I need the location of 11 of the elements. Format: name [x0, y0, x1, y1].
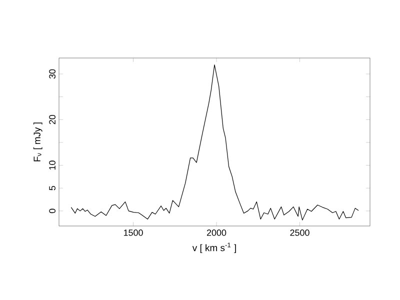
x-tick-label: 2000	[206, 230, 226, 236]
x-tick-label: 2500	[290, 230, 310, 236]
y-tick-label: 0	[49, 208, 56, 214]
y-tick-label: 30	[49, 69, 56, 79]
line-series	[70, 64, 359, 220]
x-tick-label: 1500	[124, 230, 143, 236]
y-tick-label: 5	[49, 186, 56, 190]
x-axis-title: v [ km s$^{-1}$ ]	[192, 242, 236, 254]
y-axis-title: F$_{ν}$ [ mJy ]	[33, 122, 42, 162]
y-tick-label: 20	[49, 114, 56, 124]
y-tick-label: 10	[49, 160, 56, 170]
